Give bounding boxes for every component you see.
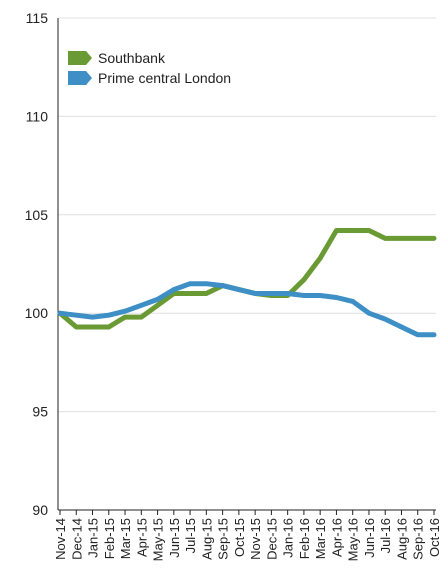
data-point (157, 298, 159, 300)
x-tick-label: Dec-15 (264, 518, 279, 560)
data-point (335, 296, 337, 298)
x-tick-label: Aug-15 (199, 518, 214, 560)
x-tick-label: May-16 (346, 518, 361, 561)
data-point (59, 312, 61, 314)
x-tick-label: Aug-16 (394, 518, 409, 560)
x-tick-label: Sep-16 (411, 518, 426, 560)
y-tick-label: 115 (26, 10, 49, 26)
data-point (417, 237, 419, 239)
y-tick-label: 105 (25, 207, 49, 223)
data-point (173, 293, 175, 295)
data-point (254, 293, 256, 295)
x-tick-label: Jul-15 (183, 518, 198, 553)
axes (57, 18, 436, 515)
x-tick-label: Sep-15 (216, 518, 231, 560)
x-tick-label: Jan-15 (86, 518, 101, 558)
data-point (189, 293, 191, 295)
y-tick-labels: 90 95 100 105 110 115 (25, 10, 49, 518)
data-point (238, 289, 240, 291)
series-lines (57, 228, 437, 338)
data-point (173, 289, 175, 291)
y-tick-label: 100 (25, 305, 49, 321)
data-point (303, 294, 305, 296)
data-point (400, 237, 402, 239)
data-point (75, 326, 77, 328)
data-point (270, 293, 272, 295)
data-point (92, 326, 94, 328)
data-point (287, 293, 289, 295)
data-point (124, 316, 126, 318)
y-tick-label: 110 (26, 108, 49, 124)
legend-item-southbank: Southbank (68, 50, 166, 66)
data-point (108, 326, 110, 328)
data-point (140, 304, 142, 306)
data-point (335, 230, 337, 232)
x-tick-label: Nov-14 (53, 518, 68, 560)
data-point (417, 334, 419, 336)
series-points-prime-central-london (59, 283, 435, 336)
grid-lines (58, 17, 436, 511)
y-tick-label: 95 (32, 404, 48, 420)
x-tick-label: Mar-15 (118, 518, 133, 559)
x-tick-label: Mar-16 (313, 518, 328, 559)
data-point (222, 285, 224, 287)
x-tick-label: Apr-16 (329, 518, 344, 557)
legend: Southbank Prime central London (68, 50, 231, 86)
data-point (368, 312, 370, 314)
data-point (384, 237, 386, 239)
x-tick-label: May-15 (151, 518, 166, 561)
y-tick-label: 90 (32, 502, 48, 518)
x-tick-label: Apr-15 (134, 518, 149, 557)
x-tick-label: Jan-16 (281, 518, 296, 558)
data-point (319, 294, 321, 296)
data-point (319, 257, 321, 259)
data-point (205, 283, 207, 285)
data-point (352, 230, 354, 232)
data-point (92, 316, 94, 318)
data-point (75, 314, 77, 316)
data-point (433, 237, 435, 239)
data-point (368, 230, 370, 232)
x-tick-label: Feb-16 (297, 518, 312, 559)
data-point (384, 318, 386, 320)
data-point (400, 326, 402, 328)
x-tick-label: Feb-15 (102, 518, 117, 559)
legend-item-prime-central-london: Prime central London (68, 70, 231, 86)
data-point (157, 304, 159, 306)
series-line-prime-central-london (57, 281, 437, 338)
x-tick-label: Dec-14 (69, 518, 84, 560)
x-tick-labels: Nov-14 Dec-14 Jan-15 Feb-15 Mar-15 Apr-15 May-… (53, 518, 442, 561)
data-point (433, 334, 435, 336)
data-point (108, 314, 110, 316)
x-tick-label: Nov-15 (248, 518, 263, 560)
legend-swatch (68, 51, 92, 65)
data-point (205, 293, 207, 295)
data-point (189, 283, 191, 285)
data-point (140, 316, 142, 318)
x-tick-label: Oct-15 (232, 518, 247, 557)
x-tick-label: Oct-16 (427, 518, 442, 557)
legend-label: Southbank (98, 50, 166, 66)
data-point (303, 279, 305, 281)
data-point (352, 300, 354, 302)
legend-swatch (68, 71, 92, 85)
legend-label: Prime central London (98, 70, 231, 86)
x-tick-label: Jun-16 (362, 518, 377, 558)
x-tick-label: Jul-16 (378, 518, 393, 553)
x-tick-label: Jun-15 (167, 518, 182, 558)
data-point (124, 310, 126, 312)
